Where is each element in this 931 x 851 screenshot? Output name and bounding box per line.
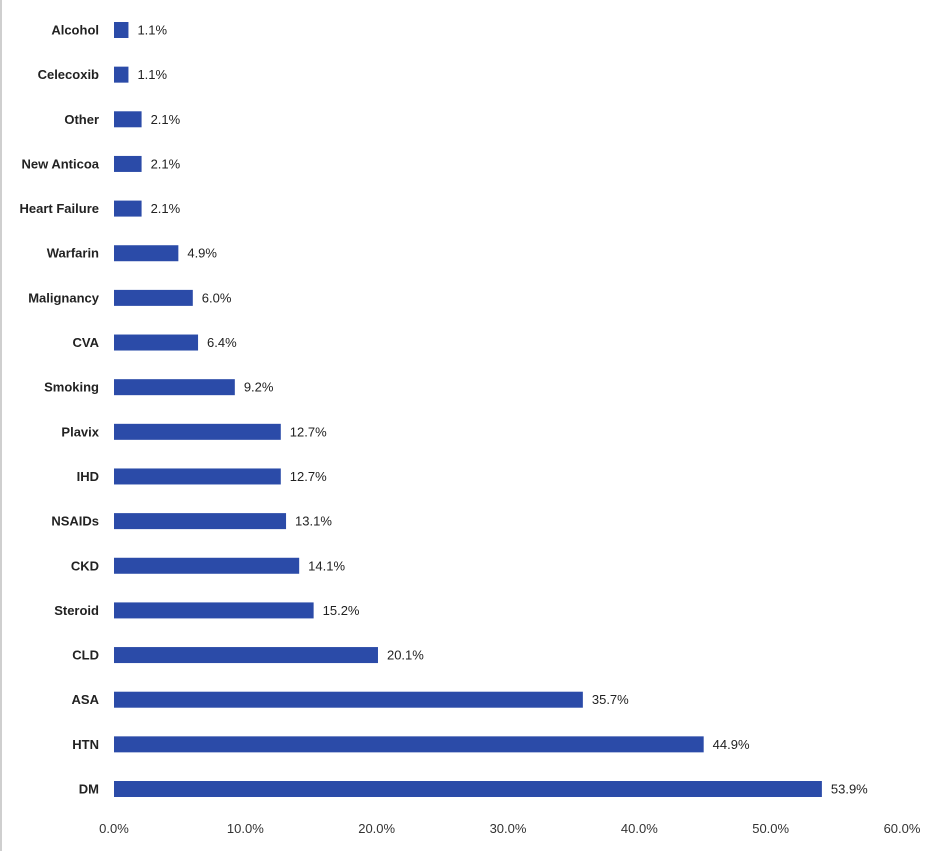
category-label: IHD	[77, 469, 99, 484]
data-label: 2.1%	[151, 112, 181, 127]
left-edge-divider	[0, 0, 2, 851]
bar	[114, 334, 199, 351]
category-label: Warfarin	[47, 246, 99, 261]
data-label: 2.1%	[151, 201, 181, 216]
x-tick-label: 60.0%	[884, 821, 921, 836]
bar	[114, 379, 235, 396]
data-label: 12.7%	[290, 469, 327, 484]
data-label: 4.9%	[187, 246, 217, 261]
x-tick-label: 20.0%	[358, 821, 395, 836]
bar	[114, 647, 378, 664]
data-label: 13.1%	[295, 514, 332, 529]
data-label: 12.7%	[290, 424, 327, 439]
data-label: 20.1%	[387, 648, 424, 663]
data-label: 44.9%	[713, 737, 750, 752]
category-label: HTN	[72, 737, 99, 752]
x-tick-label: 30.0%	[490, 821, 527, 836]
bar	[114, 245, 179, 262]
x-tick-label: 0.0%	[99, 821, 129, 836]
bar	[114, 155, 142, 172]
bar	[114, 22, 129, 38]
category-label: Steroid	[54, 603, 99, 618]
data-label: 15.2%	[323, 603, 360, 618]
data-label: 53.9%	[831, 782, 868, 797]
data-label: 14.1%	[308, 558, 345, 573]
bar	[114, 111, 142, 128]
category-label: NSAIDs	[51, 514, 99, 529]
data-label: 9.2%	[244, 380, 274, 395]
bar	[114, 66, 129, 83]
x-axis-ticks: 0.0% 10.0% 20.0% 30.0% 40.0% 50.0% 60.0%	[99, 821, 921, 836]
data-labels: 1.1% 1.1% 2.1% 2.1% 2.1% 4.9% 6.0% 6.4% 9.2% 12.7…	[137, 23, 868, 797]
category-label: CLD	[72, 648, 99, 663]
category-label: New Anticoa	[21, 156, 99, 171]
bar	[114, 781, 822, 797]
bars	[114, 22, 822, 797]
bar	[114, 736, 704, 753]
bar	[114, 513, 287, 530]
data-label: 1.1%	[137, 23, 167, 38]
data-label: 35.7%	[592, 692, 629, 707]
bar	[114, 200, 142, 217]
bar	[114, 691, 583, 708]
category-label: Plavix	[61, 424, 99, 439]
category-label: Alcohol	[51, 23, 99, 38]
category-label: Smoking	[44, 380, 99, 395]
bar	[114, 557, 300, 574]
data-label: 6.4%	[207, 335, 237, 350]
x-tick-label: 10.0%	[227, 821, 264, 836]
bar	[114, 423, 281, 440]
category-label: CKD	[71, 558, 99, 573]
bar	[114, 468, 281, 485]
category-label: Malignancy	[28, 290, 100, 305]
category-label: ASA	[72, 692, 100, 707]
x-tick-label: 40.0%	[621, 821, 658, 836]
category-label: Other	[64, 112, 99, 127]
category-label: Heart Failure	[20, 201, 99, 216]
category-label: CVA	[73, 335, 100, 350]
x-tick-label: 50.0%	[752, 821, 789, 836]
bar	[114, 289, 193, 306]
category-label: DM	[79, 782, 99, 797]
bar	[114, 602, 314, 619]
category-label: Celecoxib	[38, 67, 99, 82]
data-label: 6.0%	[202, 290, 232, 305]
category-labels: Alcohol Celecoxib Other New Anticoa Heart Fa…	[20, 23, 100, 797]
data-label: 2.1%	[151, 156, 181, 171]
data-label: 1.1%	[137, 67, 167, 82]
